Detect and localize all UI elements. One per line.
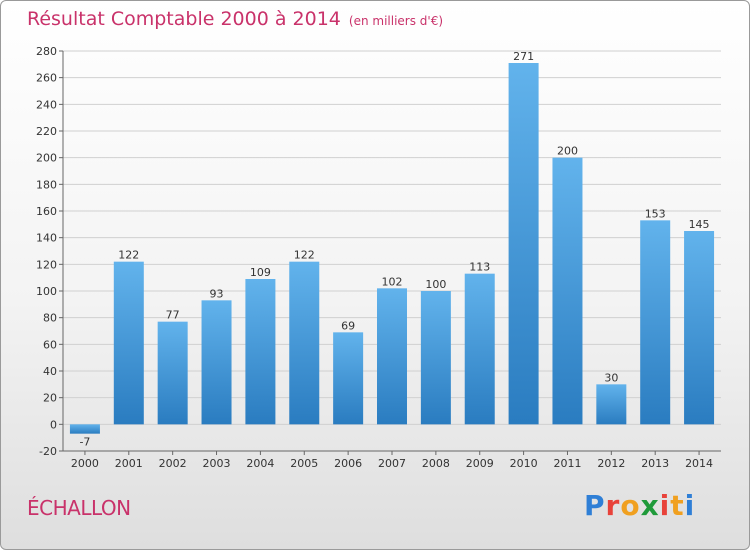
y-tick-label: 100 — [36, 285, 57, 298]
x-tick-label: 2013 — [641, 457, 669, 470]
data-label: 93 — [210, 287, 224, 300]
y-tick-label: 80 — [43, 312, 57, 325]
data-label: 113 — [469, 261, 490, 274]
y-tick-label: 140 — [36, 232, 57, 245]
data-label: -7 — [79, 436, 90, 449]
data-label: 200 — [557, 145, 578, 158]
chart-title: Résultat Comptable 2000 à 2014 (en millie… — [27, 8, 444, 30]
data-label: 102 — [382, 275, 403, 288]
y-tick-label: 240 — [36, 98, 57, 111]
brand-letter: r — [605, 489, 621, 522]
y-tick-label: 220 — [36, 125, 57, 138]
chart-subtitle: (en milliers d'€) — [348, 14, 444, 28]
data-label: 100 — [425, 278, 446, 291]
bar — [333, 332, 364, 425]
y-tick-label: 20 — [43, 392, 57, 405]
data-label: 122 — [118, 249, 139, 262]
brand-letter: x — [640, 489, 660, 522]
data-label: 145 — [689, 218, 710, 231]
data-label: 30 — [604, 371, 618, 384]
y-tick-label: 0 — [50, 418, 57, 431]
brand-letter: t — [670, 489, 685, 522]
brand-letter: o — [620, 489, 641, 522]
data-label: 122 — [294, 249, 315, 262]
bar — [640, 220, 671, 425]
bar — [596, 384, 627, 425]
x-tick-label: 2002 — [159, 457, 187, 470]
bar — [113, 261, 144, 425]
brand-letter: i — [659, 489, 671, 522]
x-tick-label: 2014 — [685, 457, 713, 470]
x-tick-label: 2001 — [115, 457, 143, 470]
x-tick-label: 2007 — [378, 457, 406, 470]
y-tick-label: 160 — [36, 205, 57, 218]
data-label: 77 — [166, 309, 180, 322]
y-tick-label: 260 — [36, 72, 57, 85]
bar — [245, 279, 276, 425]
bar — [420, 291, 451, 425]
y-tick-label: -20 — [39, 445, 57, 458]
bar — [508, 63, 539, 425]
bar — [289, 261, 320, 425]
x-tick-label: 2011 — [553, 457, 581, 470]
x-tick-label: 2010 — [510, 457, 538, 470]
data-label: 153 — [645, 207, 666, 220]
x-tick-label: 2012 — [597, 457, 625, 470]
bar — [552, 157, 583, 425]
x-tick-label: 2005 — [290, 457, 318, 470]
x-tick-label: 2003 — [203, 457, 231, 470]
bar — [377, 288, 407, 425]
data-label: 109 — [250, 266, 271, 279]
x-tick-label: 2006 — [334, 457, 362, 470]
x-tick-label: 2008 — [422, 457, 450, 470]
data-label: 271 — [513, 50, 534, 63]
y-tick-label: 120 — [36, 258, 57, 271]
y-tick-label: 40 — [43, 365, 57, 378]
x-tick-label: 2004 — [246, 457, 274, 470]
bar — [157, 321, 188, 425]
data-label: 69 — [341, 319, 355, 332]
brand-letter: i — [684, 489, 696, 522]
bar — [464, 273, 495, 425]
x-tick-label: 2000 — [71, 457, 99, 470]
y-tick-label: 60 — [43, 338, 57, 351]
y-tick-label: 280 — [36, 45, 57, 58]
brand-logo: Proxiti — [584, 489, 695, 522]
y-tick-label: 180 — [36, 178, 57, 191]
bar — [684, 231, 715, 425]
brand-letter: P — [584, 489, 606, 522]
bar — [69, 424, 100, 434]
bar — [201, 300, 232, 425]
commune-name: ÉCHALLON — [27, 496, 131, 520]
y-tick-label: 200 — [36, 152, 57, 165]
x-tick-label: 2009 — [466, 457, 494, 470]
